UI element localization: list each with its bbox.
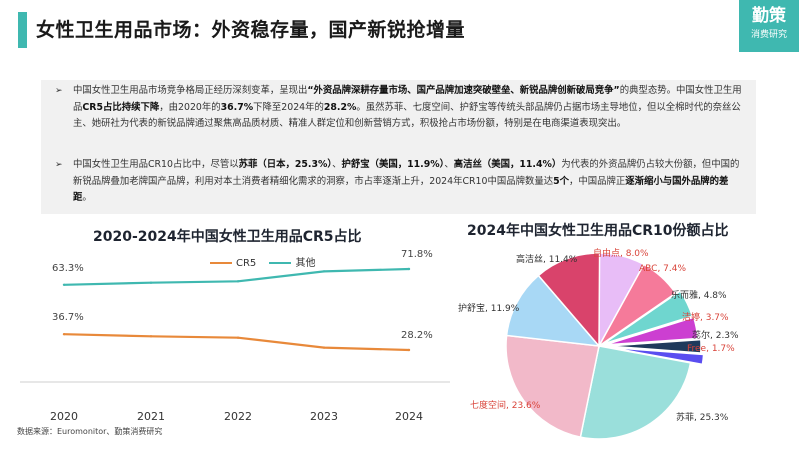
x-tick-label: 2023 xyxy=(310,410,338,423)
data-point xyxy=(322,346,326,349)
x-tick-label: 2024 xyxy=(395,410,423,423)
line-chart-title: 2020-2024年中国女性卫生用品CR5占比 xyxy=(93,229,362,245)
data-point xyxy=(149,281,153,284)
summary-bullet-2: ➢ 中国女性卫生用品CR10占比中，尽管以苏菲（日本，25.3%）、护舒宝（美国… xyxy=(55,157,745,207)
bullet-1-text: 中国女性卫生用品市场竞争格局正经历深刻变革，呈现出“外资品牌深耕存量市场、国产品… xyxy=(73,85,742,129)
pie-chart-title: 2024年中国女性卫生用品CR10份额占比 xyxy=(467,223,729,239)
series-line-cr5 xyxy=(63,333,410,352)
summary-bullet-1: ➢ 中国女性卫生用品市场竞争格局正经历深刻变革，呈现出“外资品牌深耕存量市场、国… xyxy=(55,83,745,133)
data-label: 28.2% xyxy=(401,330,433,341)
pie-slice-label: ABC, 7.4% xyxy=(639,264,686,274)
legend-item-other: 其他 xyxy=(269,258,315,269)
pie-slice-label: 洁婷, 3.7% xyxy=(682,311,729,323)
x-tick-label: 2021 xyxy=(137,410,165,423)
pie-slice xyxy=(537,252,601,349)
bullet-2-text: 中国女性卫生用品CR10占比中，尽管以苏菲（日本，25.3%）、护舒宝（美国，1… xyxy=(73,159,740,203)
data-label: 36.7% xyxy=(52,312,84,323)
page-title: 女性卫生用品市场：外资稳存量，国产新锐抢增量 xyxy=(36,19,466,41)
data-source-note: 数据来源：Euromonitor、勤策消费研究 xyxy=(17,427,163,436)
arrow-bullet-icon: ➢ xyxy=(55,160,63,170)
series-line-other xyxy=(63,267,410,286)
title-accent-block xyxy=(18,12,27,48)
pie-slice xyxy=(607,338,702,354)
title-bar: 女性卫生用品市场：外资稳存量，国产新锐抢增量 勤策 消费研究 xyxy=(0,0,799,62)
x-tick-label: 2020 xyxy=(50,410,78,423)
data-label: 71.8% xyxy=(401,249,433,260)
pie-slice-label: 蕊尔, 2.3% xyxy=(692,329,739,341)
data-point xyxy=(62,333,66,336)
arrow-bullet-icon: ➢ xyxy=(55,86,63,96)
pie-slice-label: 苏菲, 25.3% xyxy=(676,411,729,423)
data-point xyxy=(236,280,240,283)
summary-box: ➢ 中国女性卫生用品市场竞争格局正经历深刻变革，呈现出“外资品牌深耕存量市场、国… xyxy=(41,80,756,214)
data-point xyxy=(322,270,326,273)
data-label: 63.3% xyxy=(52,263,84,274)
legend-item-cr5: CR5 xyxy=(210,258,256,269)
pie-slice-label: 高洁丝, 11.4% xyxy=(516,253,578,265)
pie-slice-label: 护舒宝, 11.9% xyxy=(458,302,520,314)
pie-slice-label: 自由点, 8.0% xyxy=(593,247,649,259)
pie-slice xyxy=(505,274,601,347)
brand-logo: 勤策 消费研究 xyxy=(739,0,799,52)
pie-slice-label: 七度空间, 23.6% xyxy=(470,399,541,411)
x-tick-label: 2022 xyxy=(224,410,252,423)
pie-slice xyxy=(598,263,677,347)
data-point xyxy=(407,267,411,271)
pie-slice xyxy=(579,345,692,440)
logo-sub-text: 消费研究 xyxy=(750,30,787,40)
pie-slice xyxy=(603,290,694,345)
pie-slice-label: Free, 1.7% xyxy=(687,344,735,354)
pie-slice xyxy=(505,334,600,438)
data-point xyxy=(62,283,66,286)
logo-main-text: 勤策 xyxy=(752,6,786,26)
pie-slice xyxy=(604,316,699,346)
data-point xyxy=(149,335,153,338)
pie-slice-label: 乐而雅, 4.8% xyxy=(671,289,727,301)
data-point xyxy=(407,348,411,352)
data-point xyxy=(236,336,240,339)
line-chart-legend: CR5 其他 xyxy=(210,254,325,269)
